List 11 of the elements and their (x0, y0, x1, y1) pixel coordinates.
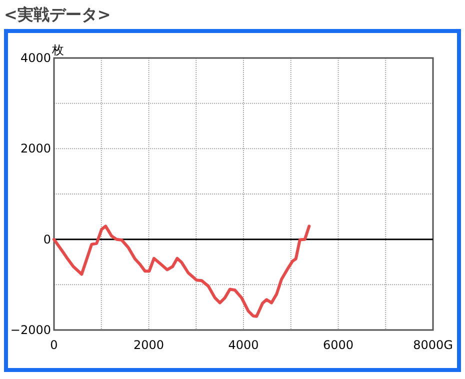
chart-title: <実戦データ> (4, 5, 111, 24)
x-tick-label: 2000 (133, 338, 164, 352)
x-tick-label: 6000 (322, 338, 354, 352)
y-axis-title: 枚 (51, 43, 64, 57)
y-tick-label: −2000 (10, 323, 51, 337)
x-tick-label: 8000G (413, 338, 453, 352)
y-tick-label: 2000 (20, 142, 51, 156)
line-series (52, 224, 311, 318)
x-tick-label: 4000 (228, 338, 259, 352)
y-tick-label: 4000 (20, 51, 51, 65)
y-tick-label: 0 (43, 232, 51, 246)
